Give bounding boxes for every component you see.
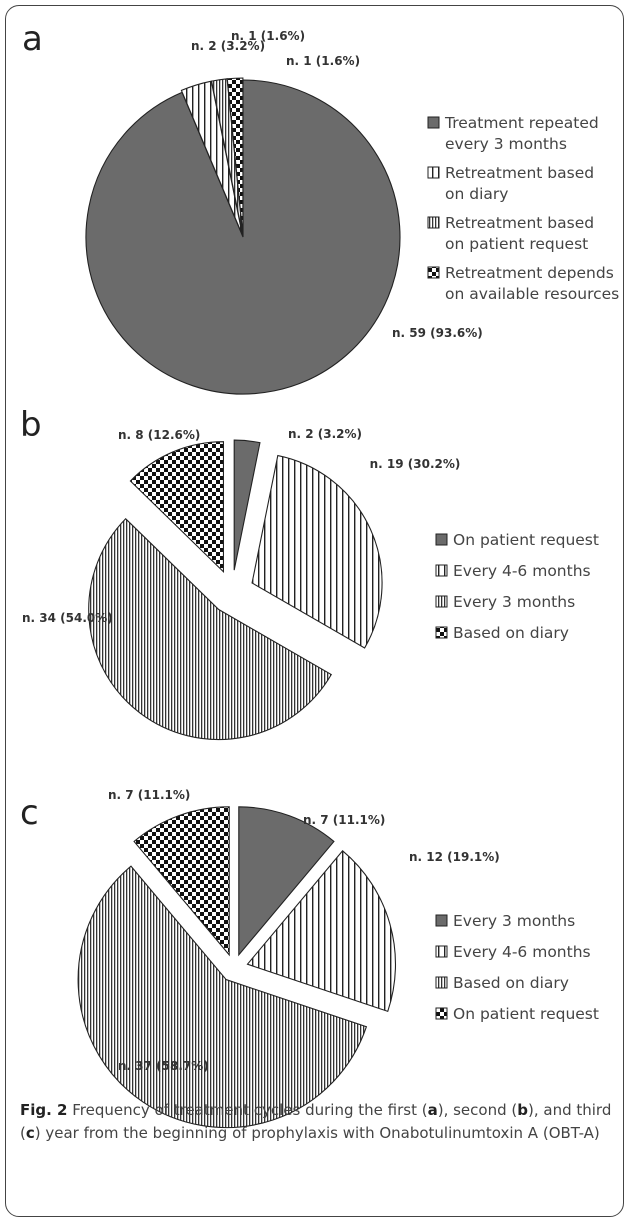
pie-svg-a: an. 59 (93.6%)n. 2 (3.2%)n. 1 (1.6%)n. 1… (22, 19, 619, 395)
legend-label-b-4: Based on diary (453, 624, 569, 642)
legend-item-b-2: Every 4-6 months (435, 562, 591, 580)
pie-chart-b: b n. 2 (3.2%) n. 19 (30.2%) n. 34 (54.0%) n.… (0, 360, 630, 741)
slice-label-a-3: n. 1 (1.6%) (231, 29, 305, 43)
slice-label-c-1: n. 7 (11.1%) (303, 813, 385, 827)
pie-slice-c-3 (77, 865, 368, 1129)
pie-slice-b-2 (251, 454, 383, 649)
legend-label-a-3: on patient request (445, 235, 588, 253)
caption-text-3: ), and third ( (20, 1101, 612, 1142)
pie-slice-c-2 (246, 850, 397, 1013)
legend-swatch-c-3 (435, 976, 448, 989)
legend-item-a-1: Treatment repeated every 3 months (427, 114, 599, 153)
slice-label-a-2: n. 2 (3.2%) (191, 39, 265, 53)
pie-slice-b-4 (129, 441, 225, 574)
legend-item-a-3: Retreatment based on patient request (427, 214, 594, 253)
legend-item-b-1: On patient request (435, 531, 599, 549)
caption-letter-a: a (427, 1101, 438, 1119)
figure-frame (5, 5, 624, 1217)
legend-item-c-1: Every 3 months (435, 912, 575, 930)
legend-swatch-b-2 (435, 564, 448, 577)
caption-text-2: ), second ( (437, 1101, 518, 1119)
legend-label-a-4: Retreatment depends (445, 264, 614, 282)
legend-label-b-3: Every 3 months (453, 593, 575, 611)
pie-slice-a-1 (85, 79, 401, 395)
pie-svg-c: c n. 7 (11.1%) n. 12 (19.1%) n. 37 (58.7%) n… (20, 788, 599, 1129)
legend-swatch-b-1 (435, 533, 448, 546)
slice-label-b-2: n. 19 (30.2%) (370, 457, 461, 471)
legend-label-a-1: every 3 months (445, 135, 567, 153)
pie-svg-b: b n. 2 (3.2%) n. 19 (30.2%) n. 34 (54.0%) n.… (20, 405, 599, 741)
legend-swatch-c-1 (435, 914, 448, 927)
legend-swatch-a-3 (427, 216, 440, 229)
caption-text-4: ) year from the beginning of prophylaxis… (34, 1124, 600, 1142)
legend-item-c-2: Every 4-6 months (435, 943, 591, 961)
legend-item-b-3: Every 3 months (435, 593, 575, 611)
legend-swatch-b-3 (435, 595, 448, 608)
legend-swatch-a-4 (427, 266, 440, 279)
legend-label-c-1: Every 3 months (453, 912, 575, 930)
slice-label-b-4: n. 8 (12.6%) (118, 428, 200, 442)
legend-item-c-4: On patient request (435, 1005, 599, 1023)
caption-letter-b: b (517, 1101, 528, 1119)
legend-label-b-2: Every 4-6 months (453, 562, 591, 580)
legend-item-a-2: Retreatment based on diary (427, 164, 594, 203)
panel-letter-a: a (22, 19, 43, 59)
legend-swatch-b-4 (435, 626, 448, 639)
pie-slice-b-1 (233, 439, 261, 571)
panel-letter-b: b (20, 405, 42, 445)
figure-caption: Fig. 2 Frequency of treatment cycles dur… (20, 1099, 620, 1145)
legend-label-c-4: On patient request (453, 1005, 599, 1023)
legend-label-a-3: Retreatment based (445, 214, 594, 232)
pie-chart-a: a n. 59 (93.6%) n. 2 (3.2%) n. 1 (1.6%) n. 1… (0, 0, 630, 395)
panel-letter-c: c (20, 793, 39, 833)
legend-swatch-c-4 (435, 1007, 448, 1020)
legend-item-a-4: Retreatment depends on available resource… (427, 264, 619, 303)
slice-label-c-3: n. 37 (58.7%) (118, 1059, 209, 1073)
caption-letter-c: c (25, 1124, 35, 1142)
legend-swatch-c-2 (435, 945, 448, 958)
legend-swatch-a-2 (427, 166, 440, 179)
legend-swatch-a-1 (427, 116, 440, 129)
slice-label-a-4: n. 1 (1.6%) (286, 54, 360, 68)
legend-label-c-3: Based on diary (453, 974, 569, 992)
slice-label-c-4: n. 7 (11.1%) (108, 788, 190, 802)
legend-label-a-4: on available resources (445, 285, 619, 303)
pie-slice-c-1 (238, 806, 335, 957)
legend-label-c-2: Every 4-6 months (453, 943, 591, 961)
slice-label-c-2: n. 12 (19.1%) (409, 850, 500, 864)
legend-label-a-2: on diary (445, 185, 508, 203)
pie-slice-a-4 (226, 77, 244, 236)
legend-label-b-1: On patient request (453, 531, 599, 549)
caption-fig-label: Fig. 2 (20, 1101, 68, 1119)
slice-label-b-3: n. 34 (54.0%) (22, 611, 113, 625)
slice-label-a-1: n. 59 (93.6%) (392, 326, 483, 340)
caption-text-1: Frequency of treatment cycles during the… (67, 1101, 428, 1119)
pie-slice-c-4 (133, 806, 230, 957)
pie-chart-c: c n. 7 (11.1%) n. 12 (19.1%) n. 37 (58.7%) n… (0, 720, 630, 1129)
legend-item-b-4: Based on diary (435, 624, 569, 642)
slice-label-b-1: n. 2 (3.2%) (288, 427, 362, 441)
legend-label-a-1: Treatment repeated (444, 114, 599, 132)
legend-label-a-2: Retreatment based (445, 164, 594, 182)
legend-item-c-3: Based on diary (435, 974, 569, 992)
pie-slice-b-3 (88, 517, 333, 741)
